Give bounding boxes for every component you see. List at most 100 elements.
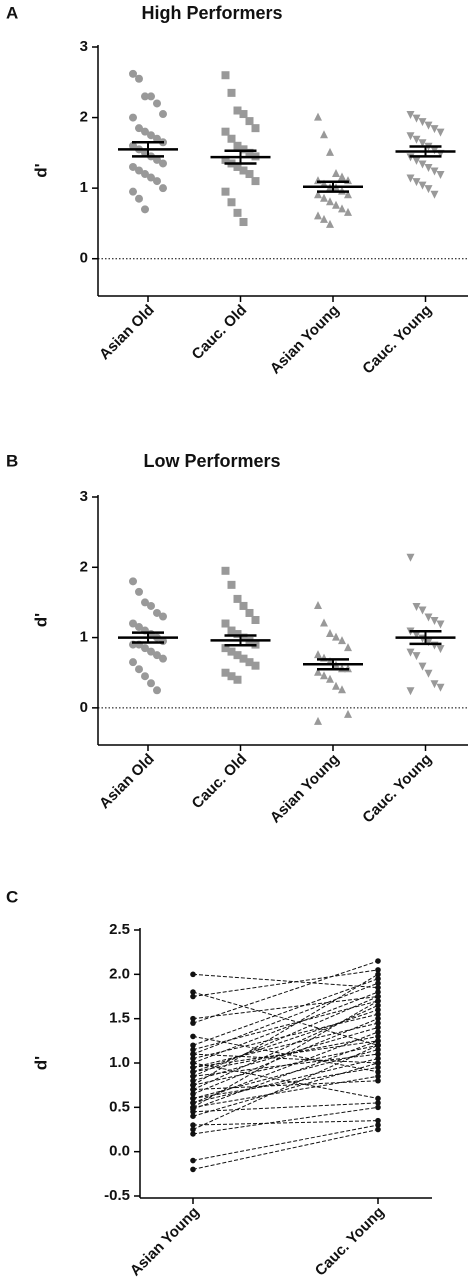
pair-line (192, 1062, 379, 1117)
data-point (245, 608, 254, 617)
data-point (332, 169, 340, 178)
y-tick-label: 2 (80, 109, 88, 126)
data-point (233, 594, 242, 603)
y-tick-label: 1 (80, 629, 88, 646)
data-point (245, 658, 254, 667)
data-point (227, 88, 236, 97)
panel-label: A (6, 3, 18, 22)
data-point (375, 1015, 381, 1022)
data-point (251, 124, 260, 133)
data-point (233, 106, 242, 115)
data-point (375, 1038, 381, 1044)
pair-line (192, 978, 379, 1046)
data-point (190, 1077, 196, 1084)
data-point (190, 1069, 196, 1075)
data-point (233, 630, 242, 639)
data-point (375, 975, 381, 982)
data-point (190, 971, 196, 978)
data-point (147, 647, 155, 656)
data-point (412, 178, 421, 187)
data-point (221, 668, 230, 677)
data-point (251, 177, 260, 186)
data-point (375, 980, 381, 986)
pair-line (192, 1027, 379, 1082)
data-point (221, 155, 230, 164)
data-point (375, 1020, 381, 1026)
x-tick-label: Cauc. Old (189, 302, 251, 364)
data-point (412, 156, 421, 165)
data-point (406, 111, 415, 120)
data-point (221, 644, 230, 653)
data-point (190, 1166, 196, 1173)
pair-line (192, 1018, 379, 1095)
data-point (338, 204, 346, 213)
data-point (424, 669, 433, 678)
data-point (314, 667, 322, 676)
data-point (129, 187, 137, 196)
pair-line (192, 1049, 379, 1099)
pair-line (192, 1066, 379, 1099)
data-point (159, 184, 167, 193)
y-tick-label: 2.0 (109, 965, 130, 982)
data-point (135, 194, 143, 203)
data-point (233, 208, 242, 217)
data-point (129, 113, 137, 122)
data-point (314, 716, 322, 725)
pair-line (192, 1013, 379, 1060)
data-point (233, 675, 242, 684)
pair-line (192, 1022, 379, 1068)
x-tick-label: Asian Old (96, 751, 158, 813)
pair-line (192, 996, 379, 1077)
data-point (375, 1007, 381, 1013)
data-point (135, 587, 143, 596)
data-point (190, 1126, 196, 1133)
data-point (436, 171, 445, 180)
data-point (227, 198, 236, 207)
pair-line (192, 1120, 379, 1126)
data-point (375, 993, 381, 1000)
pair-line (192, 1053, 379, 1064)
data-point (375, 1095, 381, 1102)
data-point (233, 162, 242, 171)
data-point (221, 127, 230, 136)
data-point (338, 636, 346, 645)
data-point (190, 1033, 196, 1040)
data-point (418, 181, 427, 190)
data-point (412, 602, 421, 611)
data-point (375, 1077, 381, 1084)
pair-line (192, 996, 379, 1020)
data-point (239, 601, 248, 610)
x-tick-label: Cauc. Old (189, 751, 251, 813)
data-point (239, 218, 248, 227)
data-point (190, 1100, 196, 1106)
data-point (314, 211, 322, 220)
data-point (332, 200, 340, 209)
data-point (153, 99, 161, 108)
data-point (190, 1064, 196, 1071)
y-tick-label: 0.5 (109, 1098, 130, 1115)
data-point (375, 1046, 381, 1053)
data-point (159, 110, 167, 119)
data-point (239, 654, 248, 663)
data-point (233, 651, 242, 660)
data-point (147, 173, 155, 182)
data-point (412, 652, 421, 661)
data-point (375, 1055, 381, 1062)
y-axis-label: d' (31, 1056, 50, 1070)
pair-line (192, 1044, 379, 1130)
x-tick-label: Asian Young (127, 1204, 203, 1280)
data-point (221, 566, 230, 575)
data-point (147, 131, 155, 140)
data-point (314, 112, 322, 121)
data-point (375, 989, 381, 995)
data-point (153, 686, 161, 695)
data-point (227, 580, 236, 589)
data-point (418, 160, 427, 169)
y-tick-label: 2 (80, 558, 88, 575)
data-point (326, 674, 334, 683)
data-point (190, 1055, 196, 1062)
data-point (406, 132, 415, 141)
pair-line (192, 1124, 379, 1162)
data-point (190, 1122, 196, 1128)
